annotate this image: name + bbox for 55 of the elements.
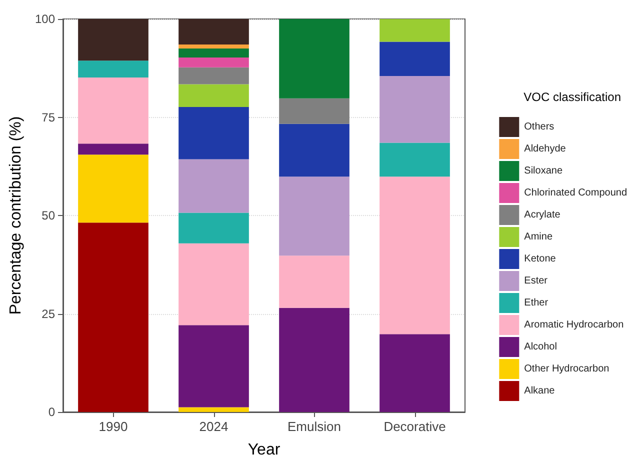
y-tick-label: 0	[48, 405, 56, 419]
y-tick-label: 75	[42, 110, 56, 124]
x-tick-label: Emulsion	[288, 419, 341, 434]
legend-label: Aromatic Hydrocarbon	[524, 320, 624, 330]
bar	[178, 107, 249, 160]
bar	[279, 176, 350, 256]
legend-label: Others	[524, 122, 554, 132]
x-tick-label: Decorative	[384, 419, 446, 434]
bar	[78, 144, 148, 155]
legend-label: Alkane	[524, 386, 556, 396]
legend-label: Ketone	[524, 254, 556, 264]
y-tick-label: 25	[42, 306, 56, 321]
bar	[78, 60, 148, 78]
bar	[380, 42, 450, 76]
bar	[178, 67, 249, 84]
bar	[78, 78, 148, 144]
bar	[380, 176, 450, 334]
bar	[279, 19, 350, 98]
legend-label: Aldehyde	[524, 144, 566, 154]
bar	[380, 76, 450, 143]
legend-label: Amine	[524, 232, 553, 242]
bar	[279, 124, 350, 177]
x-tick-label: 1990	[98, 419, 128, 434]
bar	[279, 256, 350, 308]
y-axis-title: Percentage contribution (%)	[8, 116, 25, 315]
bar	[380, 19, 450, 42]
legend-label: Chlorinated Compound	[524, 188, 627, 198]
bar	[178, 84, 249, 108]
legend-label: Siloxane	[524, 166, 563, 176]
bar	[178, 44, 249, 48]
bar	[178, 48, 249, 58]
x-tick-label: 2024	[199, 419, 228, 434]
legend-label: Other Hydrocarbon	[524, 364, 610, 374]
y-tick-label: 50	[42, 208, 56, 222]
y-tick-label: 100	[34, 12, 56, 26]
legend-label: Acrylate	[524, 210, 561, 220]
bar	[380, 334, 450, 412]
bar	[78, 222, 148, 412]
bar	[279, 98, 350, 124]
bar	[178, 212, 249, 244]
bar	[78, 19, 148, 61]
bar	[178, 19, 249, 45]
bar	[78, 154, 148, 223]
bar	[279, 308, 350, 412]
legend-label: Ester	[524, 276, 548, 286]
bar	[178, 159, 249, 213]
bar	[178, 325, 249, 408]
bar	[178, 407, 249, 412]
bar	[380, 142, 450, 177]
legend-title: VOC classification	[524, 90, 622, 104]
bar	[178, 58, 249, 68]
bar	[178, 243, 249, 326]
x-axis-title: Year	[248, 442, 281, 458]
legend-label: Ether	[524, 298, 549, 308]
legend-label: Alcohol	[524, 342, 557, 352]
